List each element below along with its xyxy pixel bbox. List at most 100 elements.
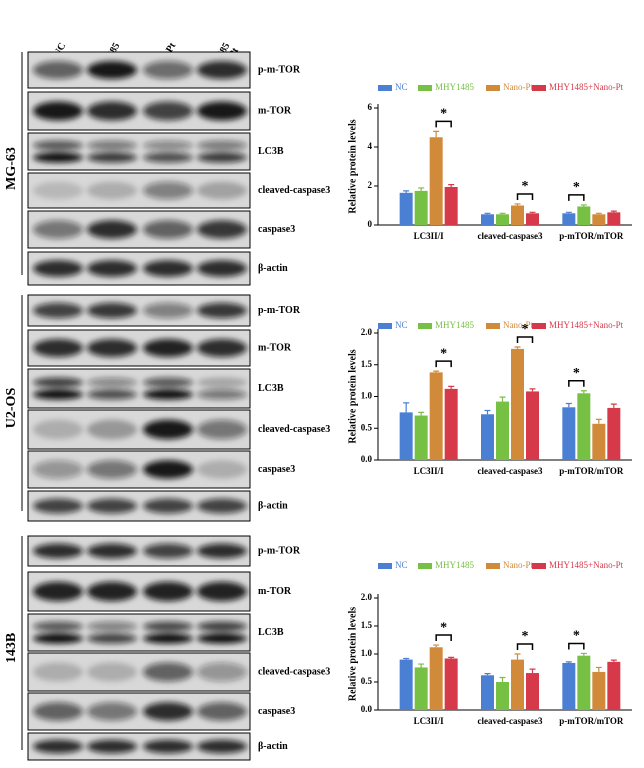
bar bbox=[496, 682, 509, 710]
band bbox=[33, 739, 83, 754]
error-bar bbox=[565, 661, 572, 663]
blot-bands bbox=[33, 140, 247, 163]
significance-label: * bbox=[573, 629, 580, 644]
y-tick-label: 0 bbox=[368, 219, 373, 229]
error-bar bbox=[418, 663, 425, 668]
legend-label: Nano-Pt bbox=[503, 82, 533, 92]
bar bbox=[562, 407, 576, 460]
significance-label: * bbox=[522, 629, 529, 644]
band bbox=[197, 302, 247, 319]
bar bbox=[592, 214, 606, 225]
bar bbox=[577, 393, 591, 460]
band bbox=[87, 152, 137, 163]
bar bbox=[429, 137, 443, 225]
band bbox=[33, 621, 83, 632]
band bbox=[197, 419, 247, 440]
legend-swatch bbox=[418, 563, 432, 569]
band bbox=[197, 181, 247, 200]
legend-swatch bbox=[486, 85, 500, 91]
significance-label: * bbox=[440, 346, 447, 361]
protein-label: β-actin bbox=[258, 263, 288, 274]
band bbox=[87, 633, 137, 644]
x-tick-label: LC3II/I bbox=[414, 466, 445, 476]
bar bbox=[414, 415, 428, 460]
band bbox=[143, 377, 193, 388]
error-bar bbox=[565, 402, 572, 408]
error-bar bbox=[529, 668, 536, 674]
bar bbox=[414, 190, 428, 225]
y-axis-label: Relative protein levels bbox=[347, 349, 358, 443]
bar bbox=[592, 671, 606, 710]
band bbox=[87, 581, 137, 602]
protein-label: caspase3 bbox=[258, 224, 295, 235]
band bbox=[143, 633, 193, 644]
band bbox=[87, 739, 137, 754]
y-tick-label: 0.5 bbox=[361, 676, 373, 686]
legend-swatch bbox=[418, 85, 432, 91]
bar bbox=[399, 412, 413, 460]
protein-label: cleaved-caspase3 bbox=[258, 424, 330, 435]
error-bar bbox=[418, 187, 425, 191]
significance-bracket bbox=[568, 380, 585, 387]
band bbox=[33, 543, 83, 559]
blot-bands bbox=[33, 101, 247, 121]
error-bar bbox=[610, 210, 617, 213]
band bbox=[87, 543, 137, 559]
band bbox=[33, 498, 83, 514]
x-tick-label: p-mTOR/mTOR bbox=[559, 231, 624, 241]
band bbox=[143, 260, 193, 277]
significance-bracket bbox=[516, 193, 534, 200]
legend-swatch bbox=[532, 85, 546, 91]
bar bbox=[481, 675, 494, 710]
x-tick-label: p-mTOR/mTOR bbox=[559, 716, 624, 726]
bar bbox=[399, 659, 413, 710]
legend-label: NC bbox=[395, 560, 408, 570]
y-tick-label: 1.0 bbox=[361, 391, 373, 401]
significance-bracket bbox=[435, 360, 452, 368]
band bbox=[87, 302, 137, 319]
band bbox=[33, 702, 83, 721]
blot-background bbox=[27, 613, 251, 652]
band bbox=[143, 389, 193, 400]
protein-label: m-TOR bbox=[258, 342, 292, 353]
blot-bands bbox=[33, 377, 247, 400]
band bbox=[197, 633, 247, 644]
protein-label: LC3B bbox=[258, 627, 284, 638]
bar bbox=[526, 213, 539, 225]
blot-bands bbox=[33, 220, 247, 239]
band bbox=[33, 61, 83, 79]
band bbox=[33, 460, 83, 479]
error-bar bbox=[448, 184, 455, 187]
bar bbox=[511, 205, 524, 225]
bar bbox=[429, 372, 443, 460]
blot-bands bbox=[33, 662, 247, 682]
band bbox=[33, 140, 83, 151]
band bbox=[143, 339, 193, 357]
band bbox=[87, 702, 137, 721]
x-tick-label: LC3II/I bbox=[414, 231, 445, 241]
blot-bands bbox=[33, 260, 247, 277]
band bbox=[33, 339, 83, 357]
band bbox=[33, 101, 83, 121]
band bbox=[33, 389, 83, 400]
significance-label: * bbox=[573, 366, 580, 381]
bar bbox=[496, 401, 509, 460]
band bbox=[197, 581, 247, 602]
band bbox=[33, 633, 83, 644]
band bbox=[143, 152, 193, 163]
band bbox=[87, 498, 137, 514]
protein-label: caspase3 bbox=[258, 464, 295, 475]
error-bar bbox=[595, 666, 602, 672]
band bbox=[87, 339, 137, 357]
band bbox=[143, 181, 193, 200]
band bbox=[143, 140, 193, 151]
bar bbox=[526, 673, 539, 710]
y-tick-label: 4 bbox=[368, 141, 373, 151]
y-tick-label: 2.0 bbox=[361, 327, 373, 337]
x-tick-label: LC3II/I bbox=[414, 716, 445, 726]
legend-label: Nano-Pt bbox=[503, 560, 533, 570]
significance-bracket bbox=[568, 194, 585, 201]
y-tick-label: 2.0 bbox=[361, 592, 373, 602]
y-axis-label: Relative protein levels bbox=[347, 119, 358, 213]
band bbox=[33, 662, 83, 682]
